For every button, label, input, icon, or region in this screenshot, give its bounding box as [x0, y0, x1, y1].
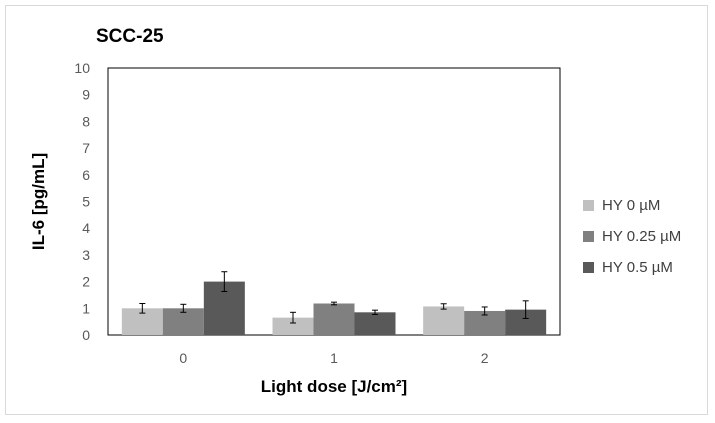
- y-tick-label: 5: [82, 194, 90, 210]
- legend-label-hy-025: HY 0.25 µM: [602, 228, 682, 245]
- legend-item-hy-025: HY 0.25 µM: [583, 221, 681, 252]
- y-tick-label: 0: [82, 327, 90, 343]
- x-tick-label: 1: [330, 350, 338, 366]
- legend: HY 0 µM HY 0.25 µM HY 0.5 µM: [583, 190, 681, 283]
- y-tick-label: 1: [82, 300, 90, 316]
- x-tick-label: 2: [481, 350, 489, 366]
- legend-item-hy-05: HY 0.5 µM: [583, 252, 681, 283]
- legend-item-hy-0: HY 0 µM: [583, 190, 681, 221]
- y-tick-label: 3: [82, 247, 90, 263]
- bar: [423, 306, 465, 335]
- plot-area: [107, 67, 561, 336]
- legend-label-hy-05: HY 0.5 µM: [602, 259, 673, 276]
- y-tick-label: 10: [74, 60, 90, 76]
- y-tick-label: 7: [82, 140, 90, 156]
- x-tick-label: 0: [179, 350, 187, 366]
- bars: [121, 281, 547, 335]
- x-axis-ticks: 0 1 2: [179, 350, 488, 366]
- error-bars: [139, 271, 529, 324]
- y-tick-label: 6: [82, 167, 90, 183]
- y-tick-label: 2: [82, 274, 90, 290]
- y-axis-ticks: 0 1 2 3 4 5 6 7 8 9 10: [74, 60, 90, 343]
- legend-swatch-hy-025: [583, 231, 594, 242]
- y-tick-label: 8: [82, 113, 90, 129]
- legend-swatch-hy-0: [583, 200, 594, 211]
- bar: [354, 312, 396, 335]
- legend-swatch-hy-05: [583, 262, 594, 273]
- x-axis-label: Light dose [J/cm²]: [261, 377, 407, 396]
- legend-label-hy-0: HY 0 µM: [602, 197, 661, 214]
- chart-title: SCC-25: [96, 26, 164, 47]
- y-axis-label: IL-6 [pg/mL]: [29, 153, 48, 250]
- bar: [313, 303, 355, 335]
- y-tick-label: 9: [82, 87, 90, 103]
- bar: [272, 317, 314, 335]
- y-tick-label: 4: [82, 220, 90, 236]
